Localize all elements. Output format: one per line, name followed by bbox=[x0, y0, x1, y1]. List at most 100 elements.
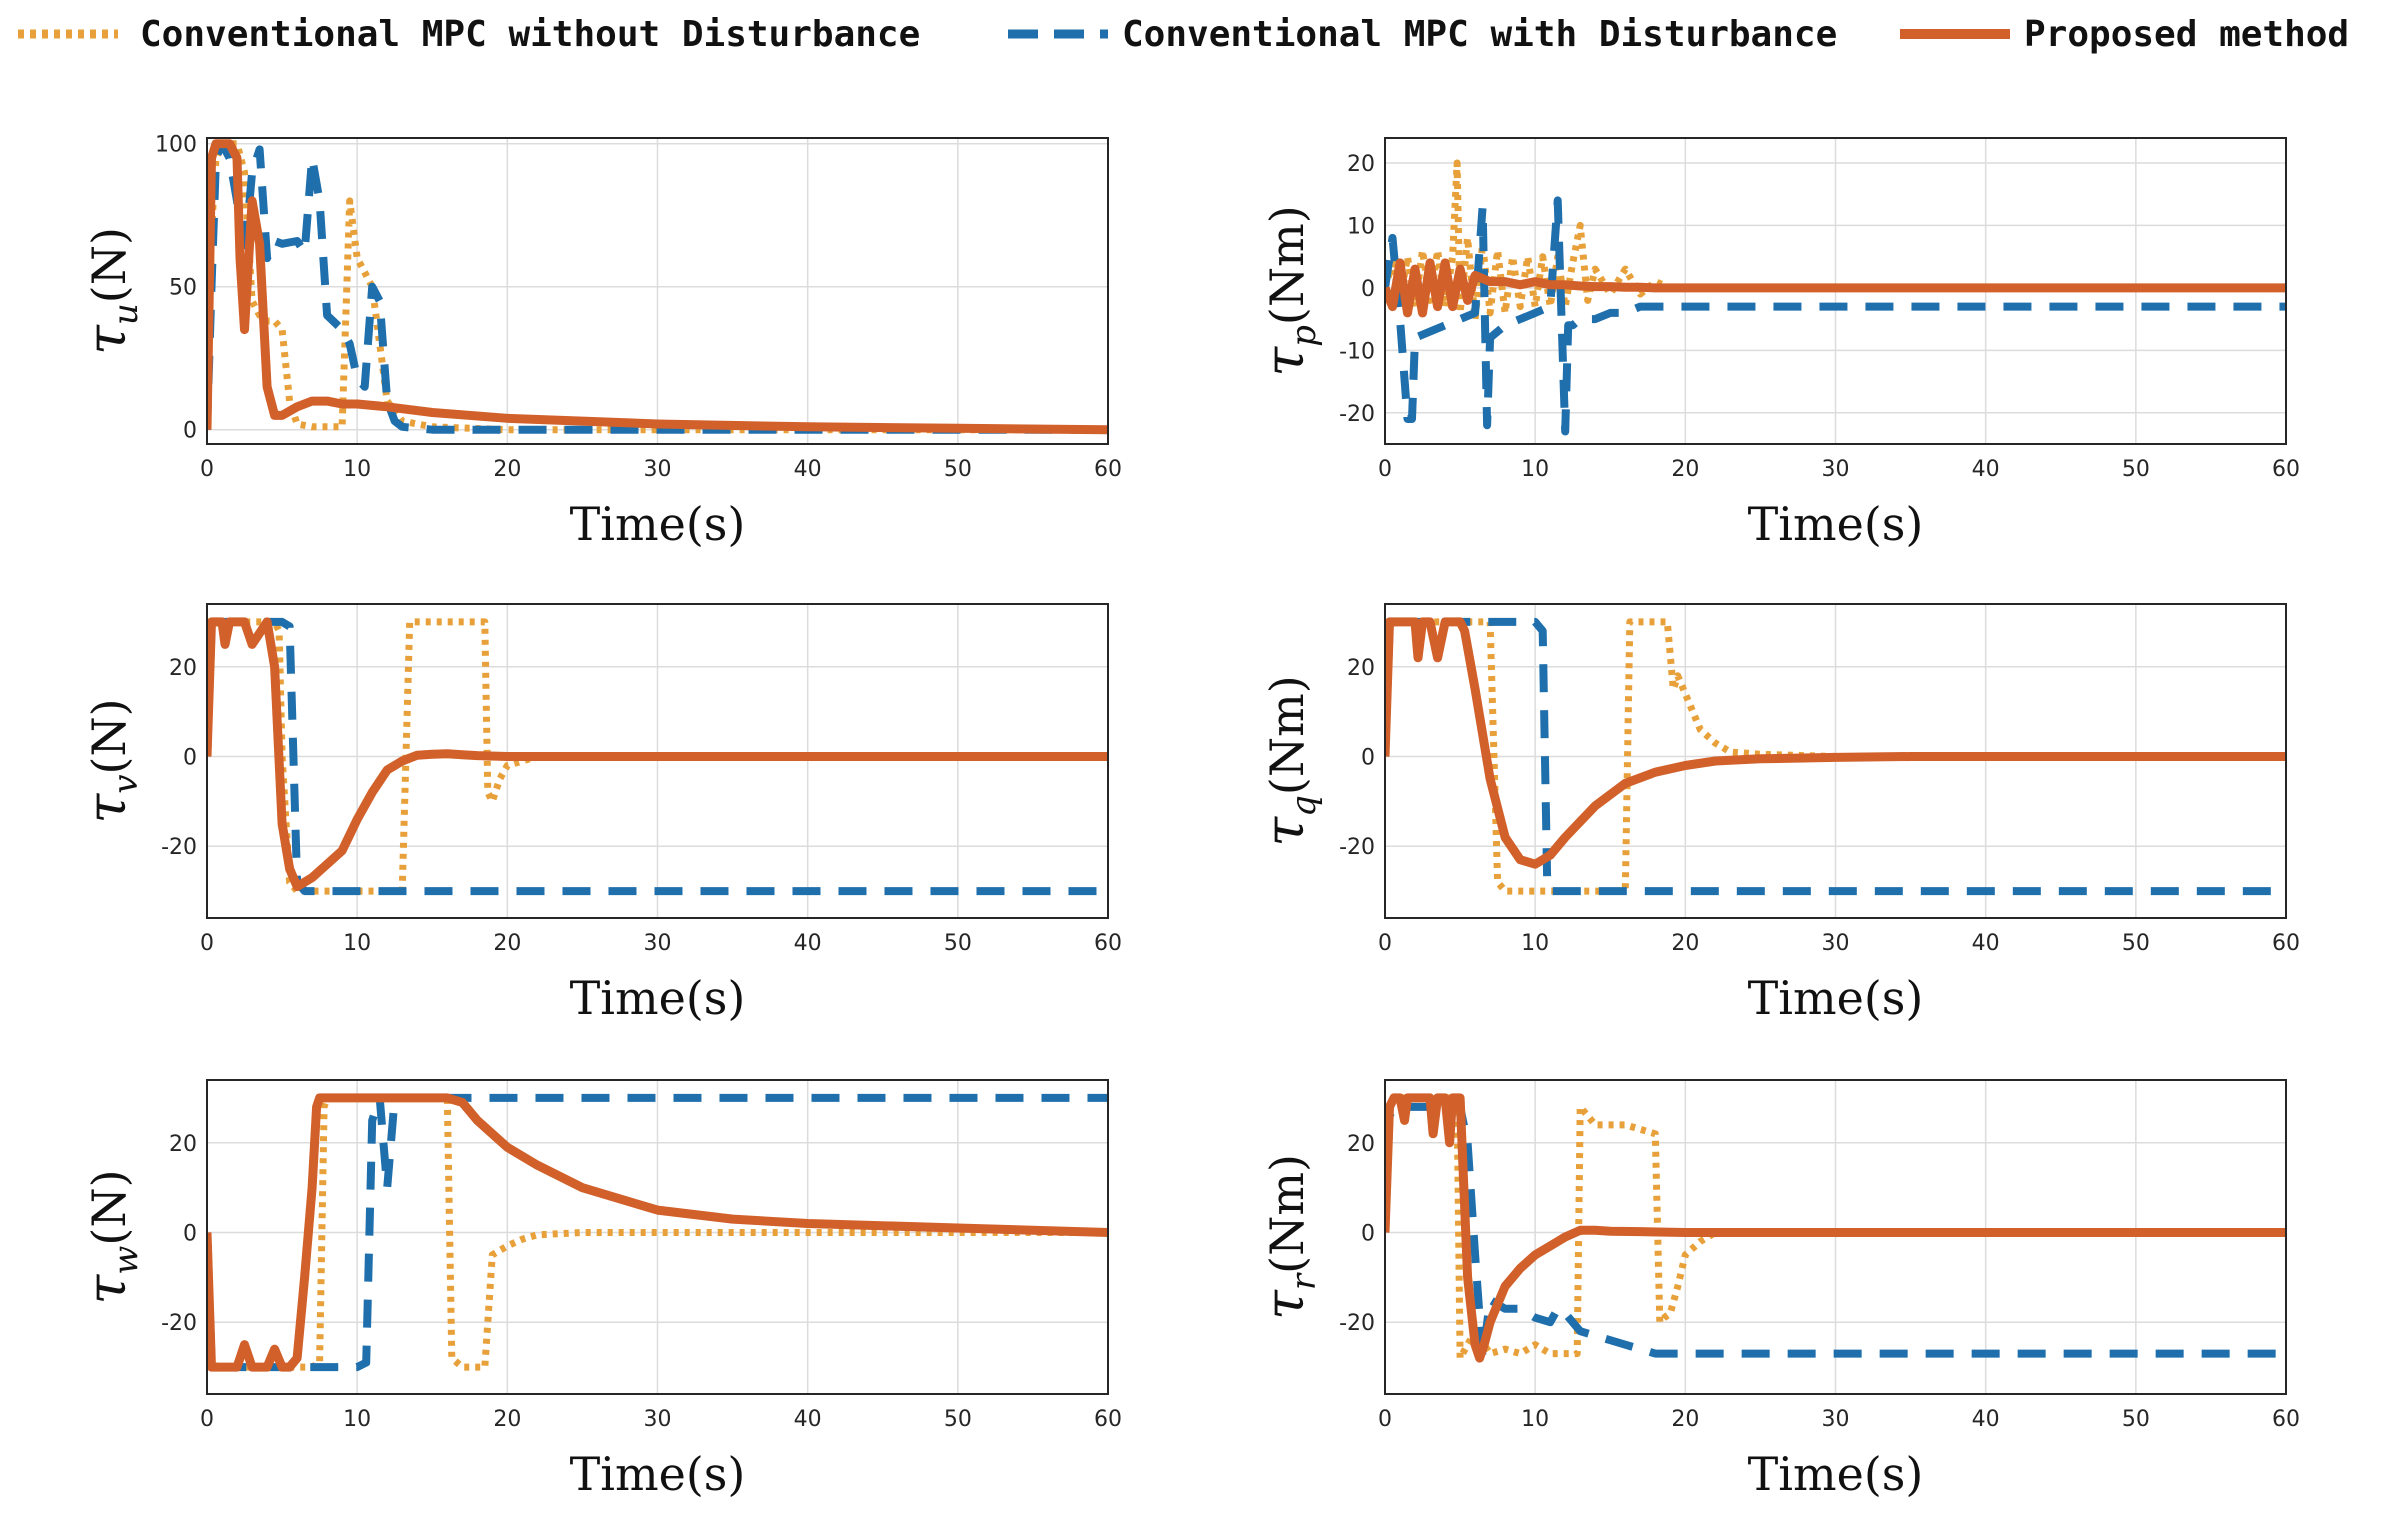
y-axis-unit: (Nm) bbox=[1260, 675, 1314, 795]
x-tick-label: 60 bbox=[1094, 1407, 1122, 1432]
y-axis-subscript: w bbox=[106, 1246, 146, 1275]
x-tick-label: 0 bbox=[200, 931, 214, 956]
x-tick-label: 20 bbox=[493, 457, 521, 482]
axes-box bbox=[206, 1079, 1109, 1395]
y-axis-symbol: τ bbox=[1253, 346, 1316, 377]
axes-box bbox=[206, 137, 1109, 445]
x-tick-label: 20 bbox=[493, 931, 521, 956]
y-axis-title: τp(Nm) bbox=[1253, 205, 1324, 376]
x-tick-label: 40 bbox=[794, 1407, 822, 1432]
series-line-tau_p-1 bbox=[1385, 196, 2286, 436]
x-tick-label: 50 bbox=[2122, 931, 2150, 956]
x-axis-title: Time(s) bbox=[1748, 971, 1924, 1025]
y-axis-unit: (Nm) bbox=[1260, 1154, 1314, 1274]
x-tick-label: 40 bbox=[1972, 457, 2000, 482]
y-axis-symbol: τ bbox=[75, 793, 138, 824]
x-tick-label: 50 bbox=[944, 457, 972, 482]
x-tick-label: 30 bbox=[1822, 1407, 1850, 1432]
x-tick-label: 50 bbox=[944, 1407, 972, 1432]
legend-label-no-disturbance: Conventional MPC without Disturbance bbox=[140, 14, 920, 55]
y-axis-subscript: u bbox=[106, 303, 146, 325]
y-tick-label: 0 bbox=[1361, 277, 1375, 302]
y-axis-title: τw(N) bbox=[75, 1169, 146, 1304]
axes-box bbox=[1384, 1079, 2287, 1395]
y-tick-label: 50 bbox=[169, 276, 197, 301]
x-tick-label: 60 bbox=[1094, 931, 1122, 956]
y-axis-symbol: τ bbox=[1253, 1289, 1316, 1320]
series-line-tau_q-2 bbox=[1385, 617, 2286, 869]
legend-item-no-disturbance: Conventional MPC without Disturbance bbox=[18, 14, 920, 55]
x-tick-label: 10 bbox=[343, 1407, 371, 1432]
x-tick-label: 10 bbox=[343, 931, 371, 956]
chart-panel-tau_p: 0 10 20 30 40 50 60 -20 -10 0 10 20 Time(s) τp(Nm) bbox=[1253, 137, 2300, 551]
y-axis-unit: (N) bbox=[82, 227, 136, 303]
y-tick-label: 20 bbox=[1347, 656, 1375, 681]
y-tick-label: 0 bbox=[1361, 746, 1375, 771]
y-axis-symbol: τ bbox=[75, 1274, 138, 1305]
y-tick-label: -10 bbox=[1339, 339, 1375, 364]
x-tick-label: 20 bbox=[1671, 457, 1699, 482]
y-axis-subscript: q bbox=[1284, 795, 1324, 817]
axes-box bbox=[1384, 603, 2287, 919]
chart-panel-tau_v: 0 10 20 30 40 50 60 -20 0 20 Time(s) τv(N) bbox=[75, 603, 1122, 1025]
x-tick-label: 40 bbox=[1972, 931, 2000, 956]
x-axis-title: Time(s) bbox=[1748, 1447, 1924, 1501]
x-tick-label: 60 bbox=[2272, 457, 2300, 482]
x-tick-label: 40 bbox=[794, 931, 822, 956]
x-tick-label: 0 bbox=[200, 1407, 214, 1432]
x-tick-label: 40 bbox=[794, 457, 822, 482]
y-axis-title: τu(N) bbox=[75, 227, 146, 355]
y-tick-label: -20 bbox=[1339, 835, 1375, 860]
y-tick-label: 20 bbox=[1347, 1132, 1375, 1157]
x-tick-label: 40 bbox=[1972, 1407, 2000, 1432]
chart-panel-tau_u: 0 10 20 30 40 50 60 0 50 100 Time(s) τu(N) bbox=[75, 133, 1122, 551]
x-tick-label: 50 bbox=[2122, 1407, 2150, 1432]
y-tick-label: 20 bbox=[169, 1132, 197, 1157]
axes-box bbox=[1384, 137, 2287, 445]
x-tick-label: 10 bbox=[343, 457, 371, 482]
series-line-tau_v-2 bbox=[207, 617, 1108, 892]
y-axis-unit: (N) bbox=[82, 698, 136, 774]
x-tick-label: 10 bbox=[1521, 931, 1549, 956]
x-tick-label: 30 bbox=[644, 931, 672, 956]
series-line-tau_w-2 bbox=[207, 1093, 1108, 1372]
y-axis-subscript: p bbox=[1284, 325, 1324, 347]
legend-label-proposed: Proposed method bbox=[2024, 14, 2349, 55]
x-tick-label: 0 bbox=[1378, 457, 1392, 482]
x-tick-label: 20 bbox=[1671, 1407, 1699, 1432]
y-tick-label: -20 bbox=[161, 1311, 197, 1336]
y-axis-unit: (Nm) bbox=[1260, 205, 1314, 325]
y-tick-label: -20 bbox=[1339, 402, 1375, 427]
x-axis-title: Time(s) bbox=[570, 1447, 746, 1501]
x-tick-label: 60 bbox=[2272, 1407, 2300, 1432]
series-line-tau_r-0 bbox=[1385, 1094, 2286, 1362]
y-tick-label: 100 bbox=[155, 133, 197, 158]
y-tick-label: 0 bbox=[1361, 1222, 1375, 1247]
x-tick-label: 30 bbox=[1822, 931, 1850, 956]
y-axis-unit: (N) bbox=[82, 1169, 136, 1245]
y-axis-subscript: v bbox=[106, 775, 146, 794]
series-line-tau_p-2 bbox=[1385, 258, 2286, 318]
chart-panel-tau_r: 0 10 20 30 40 50 60 -20 0 20 Time(s) τr(Nm) bbox=[1253, 1079, 2300, 1501]
x-axis-title: Time(s) bbox=[570, 497, 746, 551]
x-tick-label: 60 bbox=[2272, 931, 2300, 956]
legend: Conventional MPC without Disturbance Con… bbox=[18, 14, 2349, 55]
chart-panel-tau_w: 0 10 20 30 40 50 60 -20 0 20 Time(s) τw(N) bbox=[75, 1079, 1122, 1501]
y-axis-symbol: τ bbox=[75, 324, 138, 355]
y-tick-label: 20 bbox=[169, 656, 197, 681]
y-tick-label: -20 bbox=[161, 835, 197, 860]
y-tick-label: 0 bbox=[183, 746, 197, 771]
legend-label-with-disturbance: Conventional MPC with Disturbance bbox=[1122, 14, 1837, 55]
legend-item-proposed: Proposed method bbox=[1900, 14, 2349, 55]
series-line-tau_u-2 bbox=[207, 139, 1108, 435]
y-tick-label: 10 bbox=[1347, 214, 1375, 239]
x-tick-label: 0 bbox=[200, 457, 214, 482]
x-tick-label: 30 bbox=[644, 1407, 672, 1432]
y-axis-title: τr(Nm) bbox=[1253, 1154, 1324, 1320]
chart-panel-tau_q: 0 10 20 30 40 50 60 -20 0 20 Time(s) τq(Nm) bbox=[1253, 603, 2300, 1025]
axes-box bbox=[206, 603, 1109, 919]
x-axis-title: Time(s) bbox=[570, 971, 746, 1025]
x-tick-label: 20 bbox=[493, 1407, 521, 1432]
x-tick-label: 0 bbox=[1378, 1407, 1392, 1432]
